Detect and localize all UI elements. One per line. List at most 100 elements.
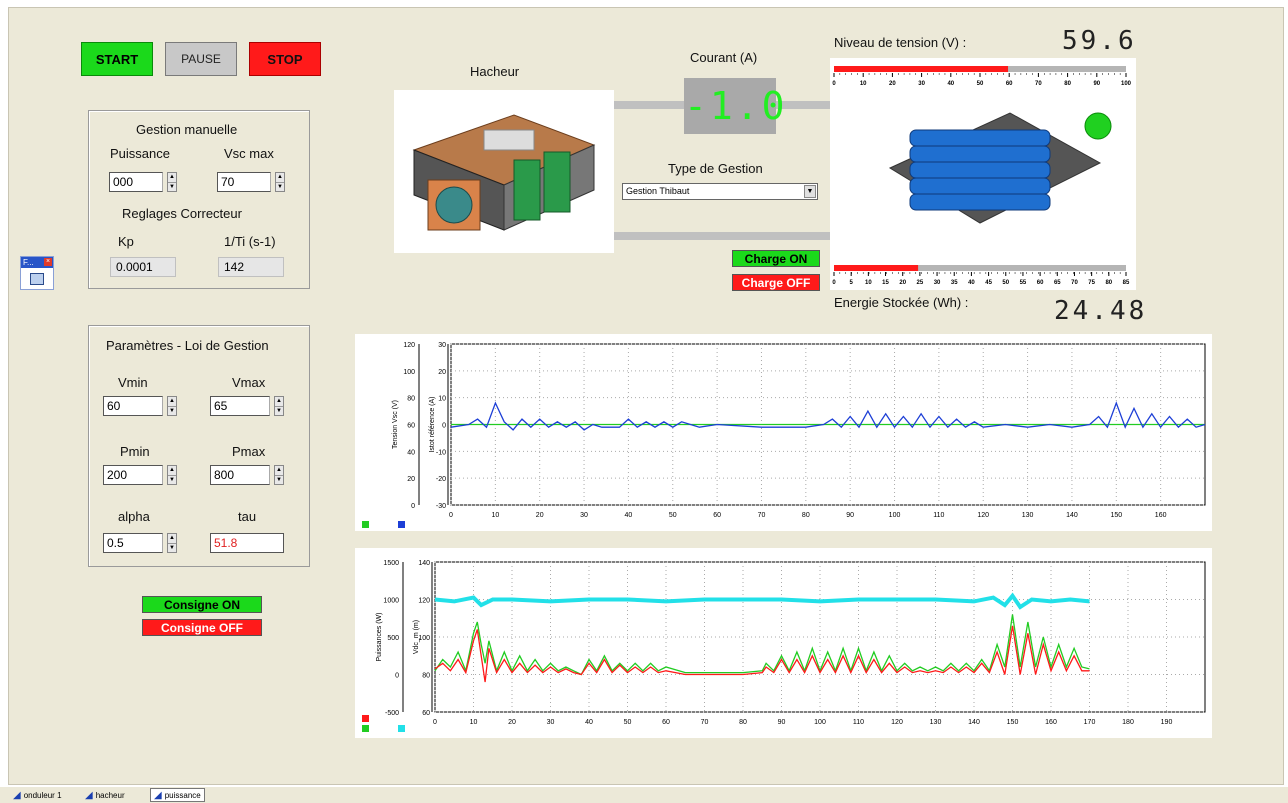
power-spin-arrows[interactable]: ▲ ▼ [167, 172, 177, 192]
pmax-spin-arrows[interactable]: ▲ ▼ [274, 465, 284, 485]
taskbar-item-hacheur[interactable]: ◢ hacheur [85, 789, 125, 801]
energy-gauge-tick-label: 65 [1054, 280, 1061, 286]
mini-window-title: F... [23, 258, 34, 267]
chopper-image [394, 90, 614, 253]
x-tick-label: 90 [846, 512, 854, 519]
x-tick-label: 100 [889, 512, 901, 519]
voltage-gauge-tick-label: 0 [832, 81, 836, 87]
x-tick-label: 160 [1045, 719, 1057, 726]
x-tick-label: 110 [933, 512, 944, 519]
minimized-window[interactable]: F... × [20, 256, 54, 290]
gestion-select[interactable]: Gestion Thibaut ▼ [622, 183, 818, 200]
vmax-input[interactable]: 65 [210, 396, 270, 416]
x-tick-label: 50 [669, 512, 677, 519]
taskbar-item-puissance[interactable]: ◢ puissance [150, 788, 205, 802]
x-tick-label: 180 [1122, 719, 1134, 726]
alpha-label: alpha [118, 509, 150, 524]
x-tick-label: 120 [977, 512, 989, 519]
y-left-tick-label: 120 [403, 342, 415, 349]
energy-gauge-tick-label: 60 [1037, 280, 1044, 286]
close-icon[interactable]: × [44, 258, 52, 266]
alpha-input[interactable]: 0.5 [103, 533, 163, 553]
x-tick-label: 130 [1022, 512, 1034, 519]
x-tick-label: 60 [713, 512, 721, 519]
vsc-max-spin-arrows[interactable]: ▲ ▼ [275, 172, 285, 192]
alpha-stepper[interactable]: 0.5 ▲ ▼ [103, 533, 177, 555]
x-tick-label: 140 [1066, 512, 1078, 519]
vmin-spin-arrows[interactable]: ▲ ▼ [167, 396, 177, 416]
energy-gauge-tick-label: 40 [968, 280, 975, 286]
current-title: Courant (A) [690, 50, 758, 65]
vsc-max-input[interactable]: 70 [217, 172, 271, 192]
manual-title: Gestion manuelle [136, 122, 238, 137]
consigne-off-indicator: Consigne OFF [142, 619, 262, 636]
y-left-tick-label: 20 [407, 476, 415, 483]
x-tick-label: 70 [701, 719, 709, 726]
legend-swatch [362, 725, 369, 732]
y-right-tick-label: 60 [422, 710, 430, 717]
x-tick-label: 50 [624, 719, 632, 726]
x-tick-label: 20 [536, 512, 544, 519]
chart-voltage-current: 0 10 20 30 40 50 60 70 80 90 100 110 120 130 140 150 160… [355, 334, 1212, 531]
pmin-input[interactable]: 200 [103, 465, 163, 485]
vmin-stepper[interactable]: 60 ▲ ▼ [103, 396, 177, 418]
legend-swatch [362, 521, 369, 528]
vmin-input[interactable]: 60 [103, 396, 163, 416]
ti-value: 142 [218, 257, 284, 277]
vsc-max-stepper[interactable]: 70 ▲ ▼ [217, 172, 285, 194]
connector-top-left [614, 101, 684, 109]
kp-value: 0.0001 [110, 257, 176, 277]
y-left-tick-label: 100 [403, 369, 415, 376]
pmax-label: Pmax [232, 444, 266, 459]
energy-gauge-tick-label: 55 [1020, 280, 1027, 286]
energy-gauge-tick-label: 0 [832, 280, 836, 286]
y-left-tick-label: 40 [407, 449, 415, 456]
energy-gauge-tick-label: 5 [850, 280, 854, 286]
pause-button[interactable]: PAUSE [165, 42, 237, 76]
y-right-tick-label: -20 [436, 476, 446, 483]
x-tick-label: 20 [508, 719, 516, 726]
x-tick-label: 150 [1110, 512, 1122, 519]
pmax-input[interactable]: 800 [210, 465, 270, 485]
pmin-stepper[interactable]: 200 ▲ ▼ [103, 465, 177, 487]
energy-gauge-tick-label: 35 [951, 280, 958, 286]
x-tick-label: 60 [662, 719, 670, 726]
x-tick-label: 40 [625, 512, 633, 519]
pmax-stepper[interactable]: 800 ▲ ▼ [210, 465, 284, 487]
x-tick-label: 150 [1007, 719, 1019, 726]
chevron-down-icon[interactable]: ▼ [804, 185, 816, 198]
start-button[interactable]: START [81, 42, 153, 76]
pmin-label: Pmin [120, 444, 150, 459]
y-left-tick-label: -500 [385, 710, 399, 717]
energy-gauge-tick-label: 45 [985, 280, 992, 286]
energy-label: Energie Stockée (Wh) : [834, 295, 969, 310]
vmax-label: Vmax [232, 375, 266, 390]
alpha-spin-arrows[interactable]: ▲ ▼ [167, 533, 177, 553]
energy-gauge-tick-label: 50 [1002, 280, 1009, 286]
y-right-tick-label: 120 [418, 598, 430, 605]
y-left-tick-label: 0 [411, 503, 415, 510]
kp-label: Kp [118, 234, 134, 249]
vmax-stepper[interactable]: 65 ▲ ▼ [210, 396, 284, 418]
taskbar-item-onduleur[interactable]: ◢ onduleur 1 [13, 789, 62, 801]
vsc-max-label: Vsc max [224, 146, 274, 161]
x-tick-label: 10 [491, 512, 499, 519]
power-stepper[interactable]: 000 ▲ ▼ [109, 172, 177, 194]
law-title: Paramètres - Loi de Gestion [106, 338, 269, 353]
energy-gauge-tick-label: 70 [1071, 280, 1078, 286]
power-input[interactable]: 000 [109, 172, 163, 192]
energy-gauge-tick-label: 85 [1123, 280, 1130, 286]
voltage-gauge-tick-label: 20 [889, 81, 896, 87]
tau-value: 51.8 [210, 533, 284, 553]
law-panel [88, 325, 310, 567]
power-label: Puissance [110, 146, 170, 161]
pmin-spin-arrows[interactable]: ▲ ▼ [167, 465, 177, 485]
vmax-spin-arrows[interactable]: ▲ ▼ [274, 396, 284, 416]
x-tick-label: 170 [1084, 719, 1096, 726]
y-left-tick-label: 1500 [383, 560, 399, 567]
voltage-value: 59.6 [1062, 26, 1137, 56]
stop-button[interactable]: STOP [249, 42, 321, 76]
y-left-tick-label: 60 [407, 423, 415, 430]
y-left-tick-label: 500 [387, 635, 399, 642]
x-tick-label: 0 [449, 512, 453, 519]
